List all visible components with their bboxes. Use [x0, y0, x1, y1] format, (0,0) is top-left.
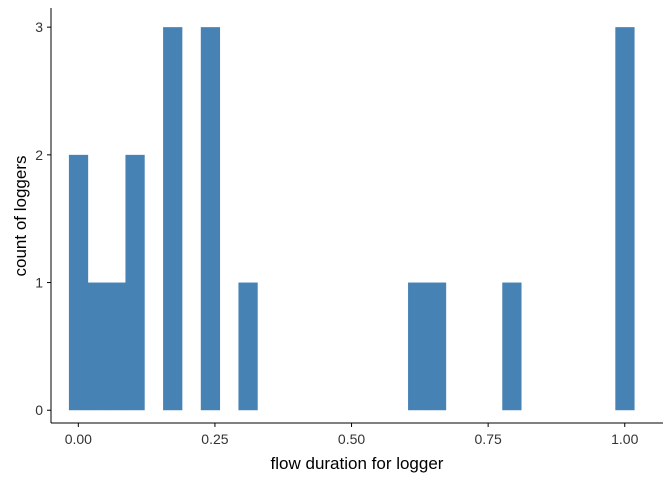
histogram-bar-3 — [125, 154, 145, 411]
x-tick-label: 0.75 — [475, 431, 502, 447]
histogram-bar-9 — [502, 282, 522, 411]
histogram-bar-6 — [238, 282, 258, 411]
x-axis-ticks: 0.00 0.25 0.50 0.75 1.00 — [65, 423, 639, 447]
y-tick-label: 0 — [35, 402, 43, 418]
y-tick-label: 1 — [35, 275, 43, 291]
y-axis-ticks: 0 1 2 3 — [35, 19, 51, 418]
histogram-bar-0 — [68, 154, 89, 411]
histogram-bar-8 — [426, 282, 447, 411]
y-axis-title: count of loggers — [11, 156, 30, 277]
x-tick-label: 0.00 — [65, 431, 92, 447]
histogram-bar-2 — [106, 282, 126, 411]
x-axis-title: flow duration for logger — [271, 454, 444, 473]
histogram-bar-4 — [163, 27, 183, 411]
histogram-bar-10 — [615, 27, 635, 411]
x-tick-label: 0.25 — [201, 431, 228, 447]
histogram-bar-7 — [408, 282, 428, 411]
x-tick-label: 0.50 — [338, 431, 365, 447]
x-tick-label: 1.00 — [611, 431, 638, 447]
y-tick-label: 3 — [35, 19, 43, 35]
histogram-bar-5 — [200, 27, 221, 411]
histogram-bars — [68, 27, 635, 411]
histogram-bar-1 — [87, 282, 107, 411]
y-tick-label: 2 — [35, 147, 43, 163]
